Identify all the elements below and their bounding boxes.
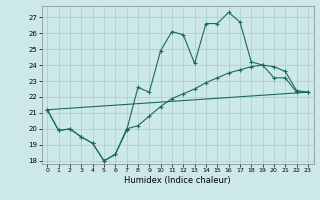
X-axis label: Humidex (Indice chaleur): Humidex (Indice chaleur) [124,176,231,185]
